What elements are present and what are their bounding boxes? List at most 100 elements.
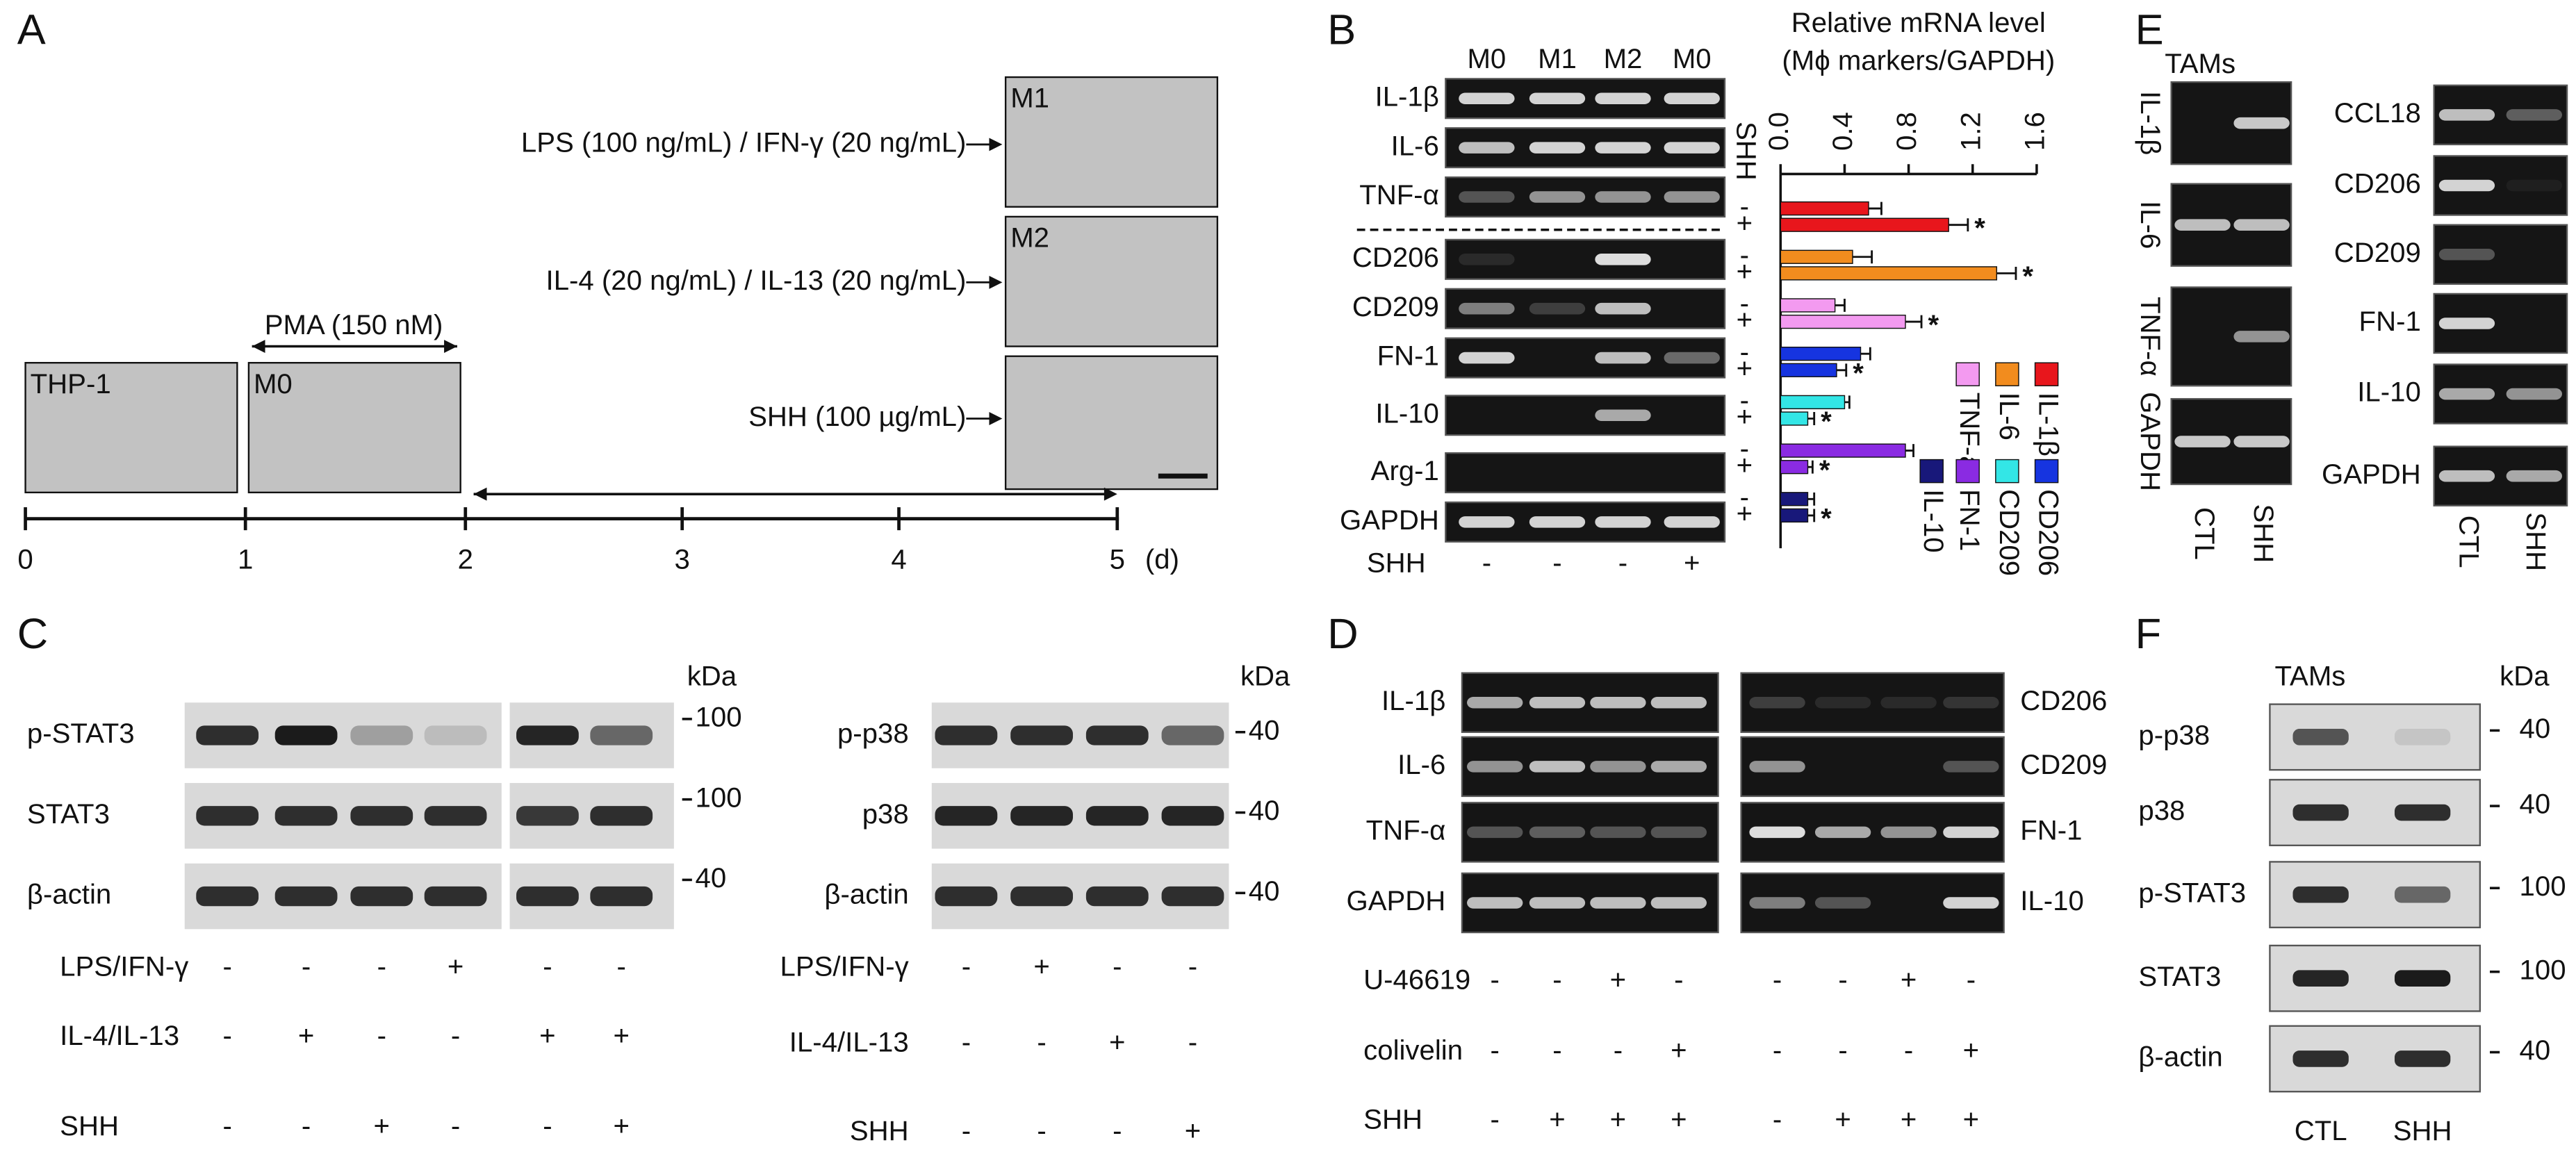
sign: + bbox=[1963, 1035, 1979, 1066]
treatment-label: SHH bbox=[1367, 547, 1426, 578]
gene-label: GAPDH bbox=[2322, 459, 2421, 490]
band bbox=[2233, 331, 2290, 343]
protein-label: β-actin bbox=[2138, 1041, 2222, 1073]
sign: + bbox=[298, 1020, 314, 1051]
bar bbox=[1780, 298, 1836, 313]
day-label: 0 bbox=[17, 544, 33, 575]
bar bbox=[1780, 492, 1809, 506]
protein-label: p38 bbox=[862, 798, 909, 830]
gene-label: FN-1 bbox=[2020, 815, 2082, 846]
band bbox=[1650, 826, 1707, 839]
sign: - bbox=[1188, 1026, 1197, 1057]
band bbox=[1880, 696, 1937, 709]
band bbox=[1943, 696, 1999, 709]
day-label: 4 bbox=[891, 544, 906, 575]
sign: - bbox=[1773, 1035, 1782, 1066]
band bbox=[2233, 117, 2290, 129]
band bbox=[2394, 970, 2451, 987]
protein-label: p-p38 bbox=[837, 718, 909, 749]
sign: - bbox=[1904, 1035, 1913, 1066]
cell-label: M1 bbox=[1010, 83, 1049, 114]
band bbox=[1595, 409, 1651, 422]
band bbox=[2292, 886, 2349, 903]
band bbox=[196, 806, 259, 826]
x-tick-label: 0.8 bbox=[1891, 112, 1922, 151]
arrow-head bbox=[252, 340, 265, 353]
band bbox=[1880, 826, 1937, 839]
lane-label: M0 bbox=[1673, 43, 1712, 74]
sign: - bbox=[1552, 1035, 1561, 1066]
band bbox=[1529, 92, 1586, 105]
day-label: 1 bbox=[238, 544, 253, 575]
kda-label: kDa bbox=[2500, 660, 2550, 691]
gene-label: GAPDH bbox=[1347, 885, 1446, 916]
sign-header: SHH bbox=[1731, 122, 1762, 181]
band bbox=[935, 806, 998, 826]
sign: - bbox=[962, 1026, 971, 1057]
treatment-label: IL-4/IL-13 bbox=[789, 1026, 909, 1057]
band bbox=[196, 725, 259, 745]
protein-label: p38 bbox=[2138, 795, 2185, 826]
chart-title: Relative mRNA level bbox=[1791, 7, 2046, 38]
band bbox=[1529, 826, 1586, 839]
band bbox=[1529, 761, 1586, 773]
sign: - bbox=[1740, 433, 1749, 464]
band bbox=[1590, 897, 1646, 909]
micrograph bbox=[1004, 355, 1219, 491]
band bbox=[2174, 219, 2231, 231]
sign: - bbox=[543, 951, 552, 982]
error-bar bbox=[1835, 299, 1846, 312]
band bbox=[1943, 761, 1999, 773]
band bbox=[274, 806, 338, 826]
gel bbox=[1445, 238, 1726, 280]
protein-label: p-STAT3 bbox=[27, 718, 135, 749]
band bbox=[1529, 142, 1586, 154]
gene-label: GAPDH bbox=[1340, 504, 1439, 536]
sign: + bbox=[1901, 964, 1917, 996]
bar bbox=[1780, 201, 1869, 216]
x-tick-label: 1.2 bbox=[1955, 112, 1986, 151]
cell-label: M0 bbox=[254, 368, 293, 399]
lane-label: M2 bbox=[1604, 43, 1643, 74]
band bbox=[350, 806, 413, 826]
error-bar bbox=[1844, 395, 1851, 409]
band bbox=[2174, 436, 2231, 447]
sign: + bbox=[374, 1110, 390, 1141]
sign: - bbox=[1740, 191, 1749, 222]
sign: - bbox=[1740, 481, 1749, 513]
treatment-label: IL-4/IL-13 bbox=[60, 1020, 179, 1051]
significance: * bbox=[2022, 261, 2033, 292]
arrow-head bbox=[989, 275, 1003, 289]
legend-swatch bbox=[2034, 362, 2059, 386]
band bbox=[1010, 725, 1073, 745]
sign: + bbox=[1737, 304, 1753, 336]
protein-label: STAT3 bbox=[2138, 961, 2221, 992]
marker-label: 40 bbox=[1249, 714, 1280, 745]
bar bbox=[1780, 411, 1809, 426]
band bbox=[590, 725, 653, 745]
panel-label: D bbox=[1327, 610, 1358, 658]
band bbox=[274, 725, 338, 745]
bar bbox=[1780, 508, 1809, 523]
sign: - bbox=[222, 1020, 231, 1051]
sign: + bbox=[1671, 1035, 1687, 1066]
sign: + bbox=[1549, 1103, 1565, 1135]
legend-label: IL-1β bbox=[2033, 393, 2064, 456]
protein-label: β-actin bbox=[27, 879, 111, 910]
gel bbox=[1740, 672, 2005, 733]
kda-label: kDa bbox=[687, 660, 737, 691]
significance: * bbox=[1974, 212, 1985, 243]
bar bbox=[1780, 395, 1846, 410]
bar bbox=[1780, 363, 1837, 377]
band bbox=[1161, 806, 1224, 826]
band bbox=[1650, 696, 1707, 709]
marker-label: 100 bbox=[2520, 954, 2566, 985]
band bbox=[2233, 436, 2290, 447]
bar bbox=[1780, 347, 1862, 361]
sign: + bbox=[1033, 951, 1049, 982]
band bbox=[516, 725, 579, 745]
marker-label: 100 bbox=[696, 782, 742, 813]
marker-label: 40 bbox=[2520, 1035, 2551, 1066]
cell-label: M2 bbox=[1010, 222, 1049, 254]
band bbox=[2292, 1050, 2349, 1067]
